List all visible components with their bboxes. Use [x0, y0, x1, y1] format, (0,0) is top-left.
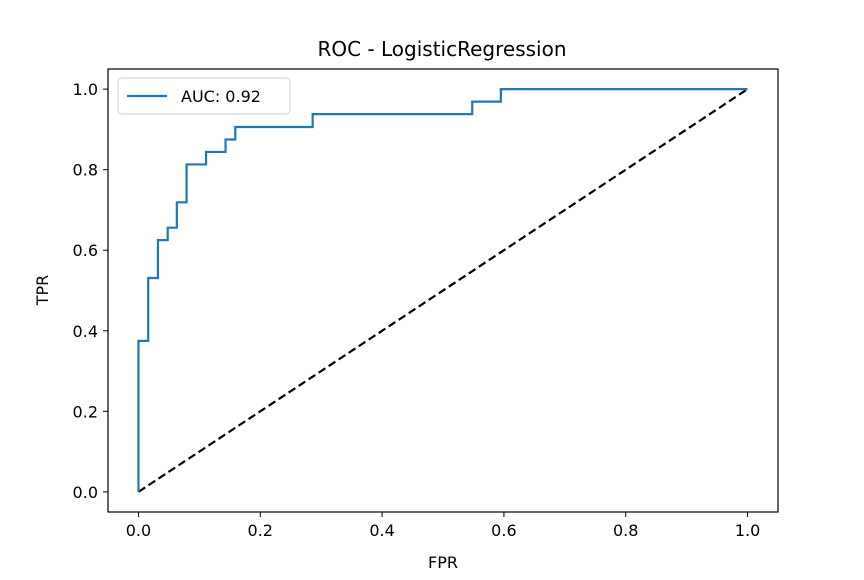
- axis-ticks: 0.0 0.2 0.4 0.6 0.8 1.0 0.0 0.2 0.4 0.6 0.8 1.0: [73, 80, 761, 540]
- x-tick-label: 0.0: [126, 521, 151, 540]
- y-tick-label: 0.8: [73, 161, 98, 180]
- x-tick-label: 0.8: [613, 521, 638, 540]
- x-tick-label: 0.2: [248, 521, 273, 540]
- x-axis-label: FPR: [428, 553, 458, 572]
- y-tick-label: 1.0: [73, 80, 98, 99]
- y-tick-label: 0.4: [73, 322, 98, 341]
- x-tick-label: 0.6: [491, 521, 516, 540]
- x-tick-label: 0.4: [369, 521, 394, 540]
- plot-area: [137, 88, 749, 493]
- roc-curve-line: [137, 88, 748, 492]
- y-tick-label: 0.0: [73, 483, 98, 502]
- y-axis-label: TPR: [33, 275, 52, 307]
- y-tick-label: 0.2: [73, 402, 98, 421]
- y-tick-label: 0.6: [73, 241, 98, 260]
- chart-title: ROC - LogisticRegression: [317, 37, 566, 61]
- legend: AUC: 0.92: [117, 77, 291, 115]
- chance-diagonal-line: [137, 88, 749, 493]
- axes-frame: [107, 68, 779, 513]
- legend-label-auc: AUC: 0.92: [181, 87, 261, 106]
- x-tick-label: 1.0: [735, 521, 760, 540]
- legend-box: [117, 77, 291, 115]
